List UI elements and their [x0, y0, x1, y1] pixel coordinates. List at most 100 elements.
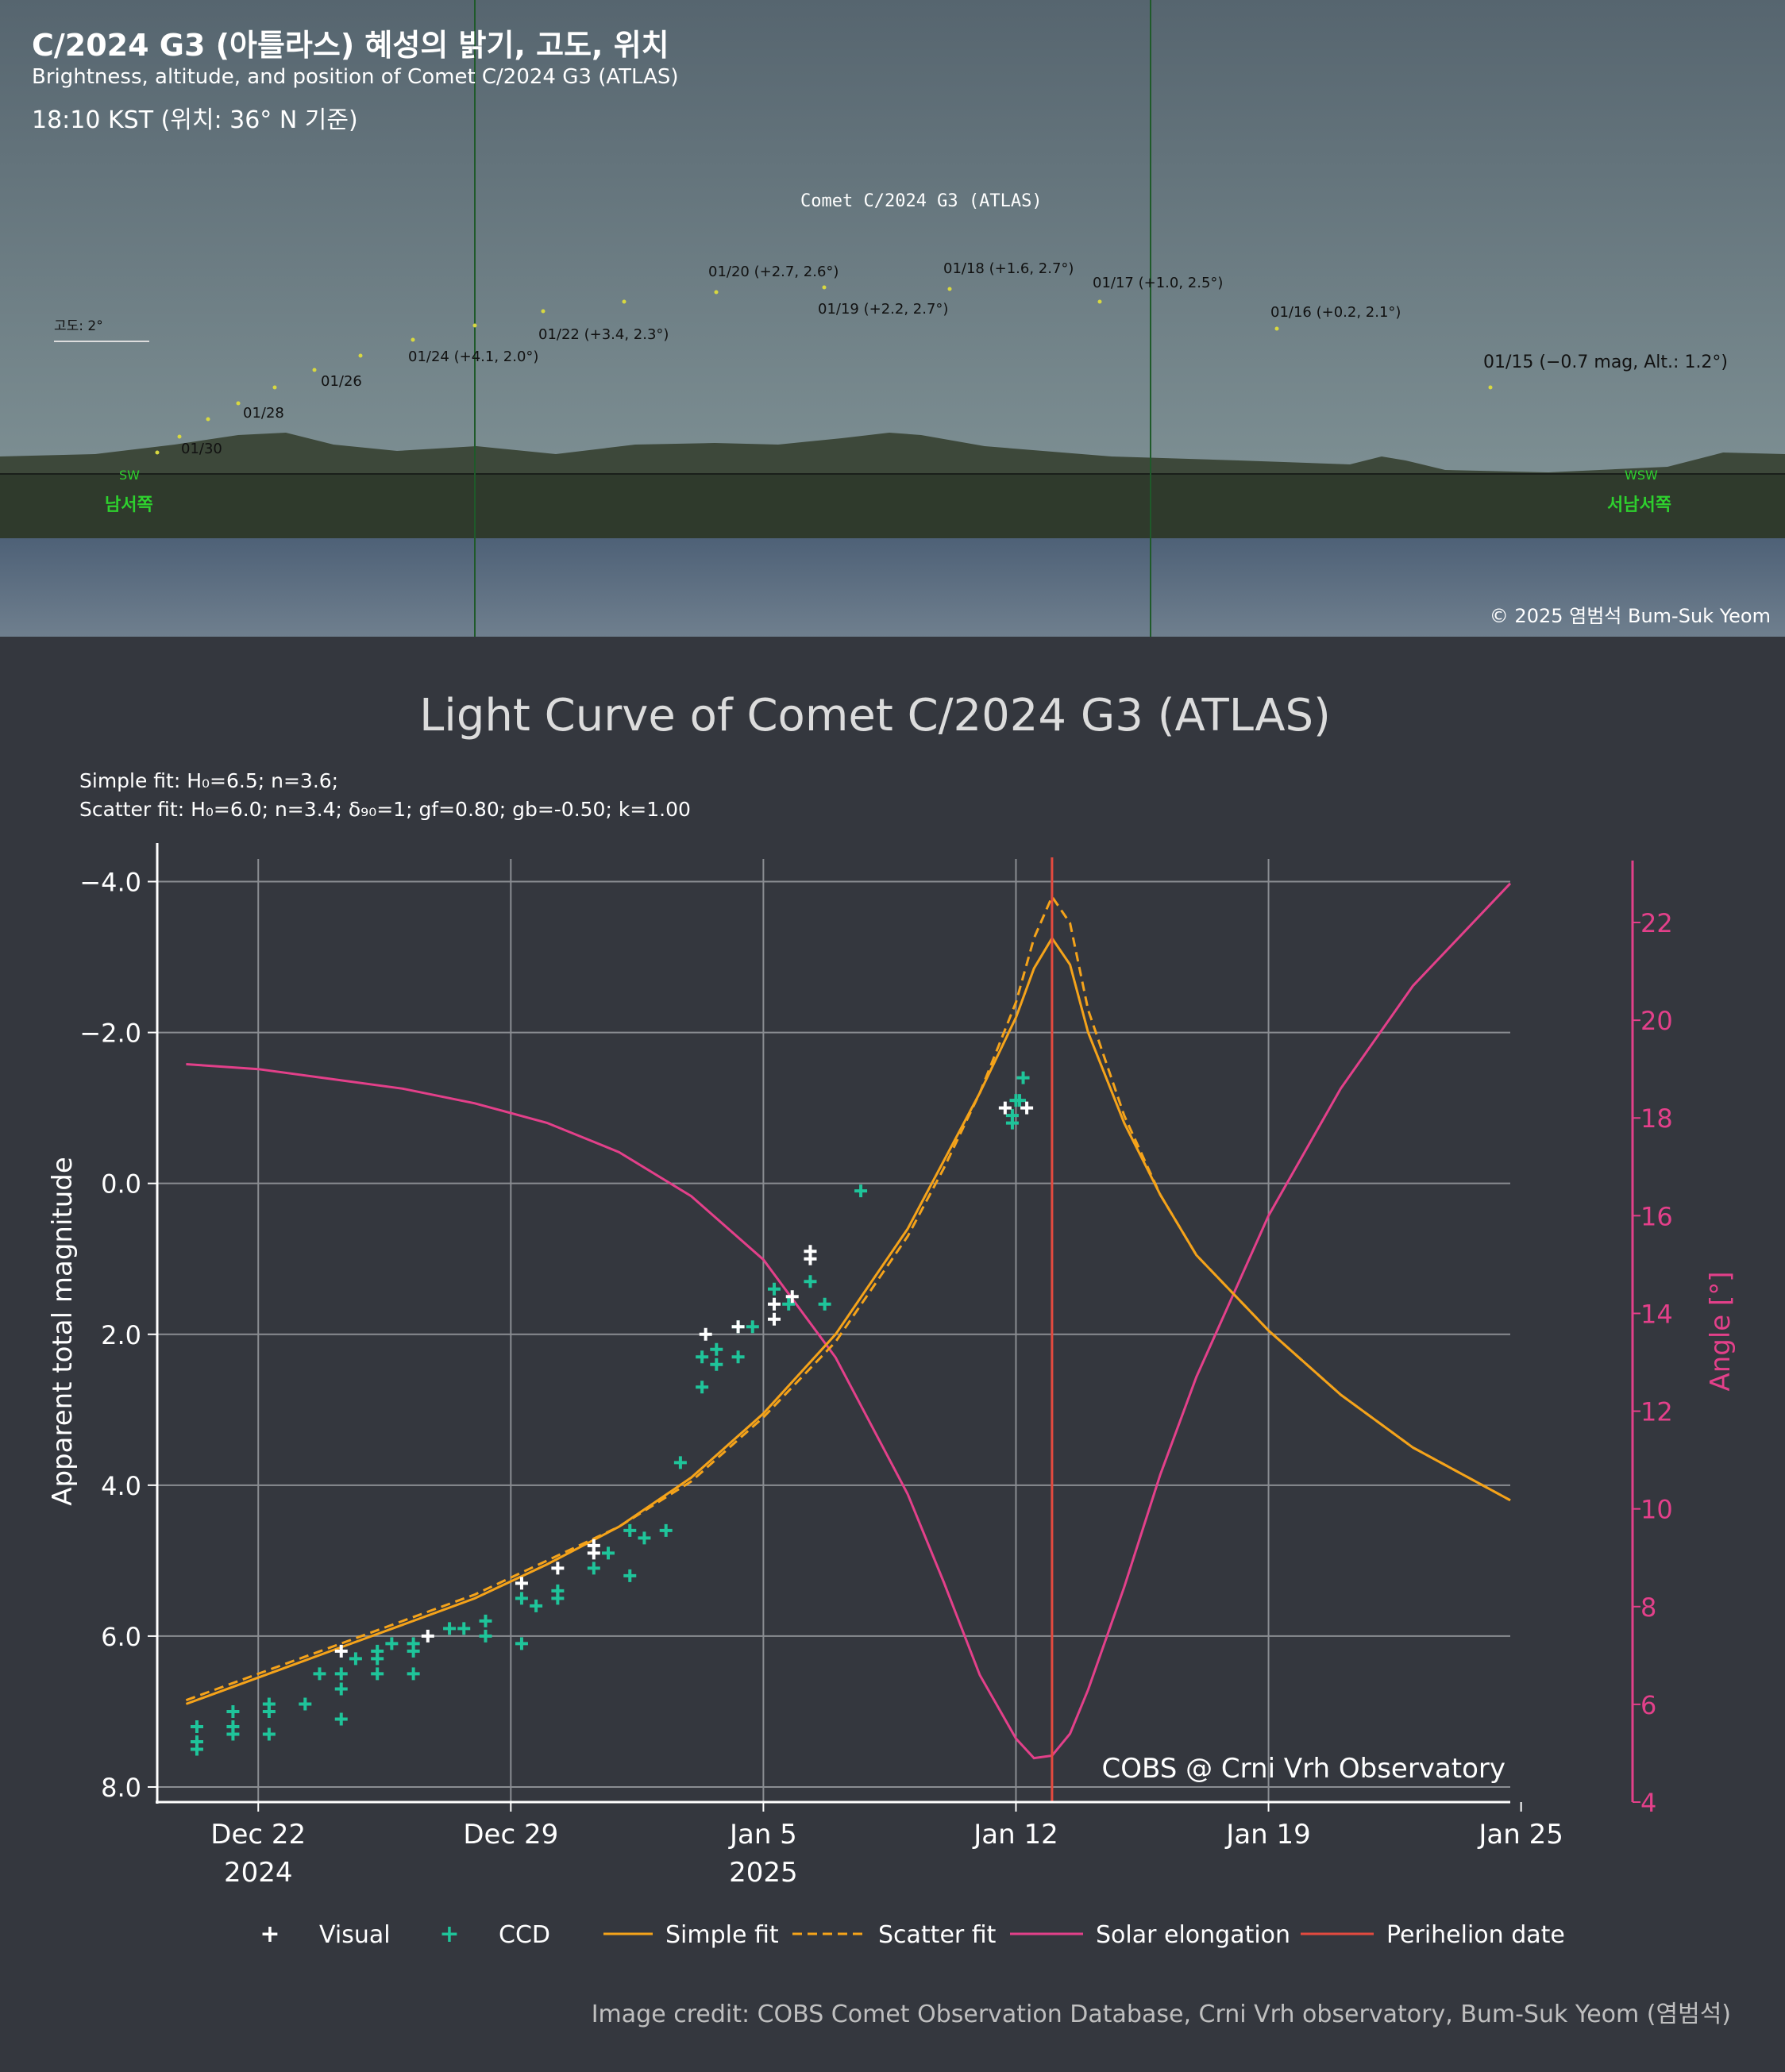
scatter-fit-line	[185, 894, 1511, 1702]
x-tick-year-label: 2024	[224, 1857, 293, 1889]
y2-tick-label: 8	[1640, 1593, 1656, 1623]
ccd-point	[673, 1456, 687, 1469]
y2-tick-label: 14	[1640, 1299, 1673, 1329]
track-dot	[236, 401, 241, 406]
track-dot	[1097, 299, 1102, 304]
sky-panel: 고도: 2° Comet C/2024 G3 (ATLAS) 01/15 (−0…	[0, 0, 1785, 637]
y2-tick-label: 10	[1640, 1495, 1673, 1525]
visual-point	[421, 1629, 434, 1643]
visual-point	[1020, 1101, 1034, 1115]
ccd-point	[710, 1342, 723, 1356]
x-tick-year-label: 2025	[729, 1857, 798, 1889]
direction-wsw-name: 서남서쪽	[1607, 495, 1671, 515]
light-curve-chart: Light Curve of Comet C/2024 G3 (ATLAS) S…	[47, 690, 1737, 2028]
y2-axis-label: Angle [°]	[1705, 1271, 1737, 1391]
ccd-point	[334, 1682, 348, 1696]
ccd-point	[262, 1727, 276, 1741]
ccd-point	[1013, 1094, 1027, 1107]
fit-note-scatter: Scatter fit: H₀=6.0; n=3.4; δ₉₀=1; gf=0.…	[79, 798, 691, 821]
visual-point	[699, 1327, 712, 1341]
sky-title-english: Brightness, altitude, and position of Co…	[32, 65, 679, 89]
comet-name-label: Comet C/2024 G3 (ATLAS)	[800, 191, 1043, 211]
solar-elongation-line	[186, 882, 1512, 1760]
sky-scene: 고도: 2° Comet C/2024 G3 (ATLAS) 01/15 (−0…	[0, 0, 1785, 637]
y2-tick-label: 18	[1640, 1103, 1673, 1134]
track-dot	[714, 290, 719, 295]
lake	[0, 538, 1785, 637]
direction-sw-name: 남서쪽	[105, 495, 153, 515]
legend-label-scatter-fit: Scatter fit	[878, 1921, 997, 1949]
track-dot	[622, 299, 626, 304]
ccd-point	[530, 1599, 543, 1612]
y-tick-label: 4.0	[101, 1471, 141, 1501]
ccd-point	[262, 1704, 276, 1718]
y2-tick-label: 20	[1640, 1006, 1673, 1036]
y-tick-label: 8.0	[101, 1773, 141, 1803]
date-label-0128: 01/28	[243, 405, 284, 422]
track-dot	[1488, 385, 1493, 390]
legend-label-visual: Visual	[319, 1921, 391, 1949]
y-tick-label: 0.0	[101, 1169, 141, 1200]
track-dot	[358, 353, 363, 358]
axes: −4.0 −2.0 0.0 2.0 4.0 6.0 8.0 4 6 8 10 12 14 16 18 20 22…	[79, 843, 1673, 1889]
chart-title: Light Curve of Comet C/2024 G3 (ATLAS)	[419, 690, 1331, 741]
x-tick-label: Jan 19	[1224, 1819, 1310, 1851]
date-label-0116: 01/16 (+0.2, 2.1°)	[1270, 304, 1401, 321]
ccd-point	[1005, 1109, 1019, 1123]
track-dot	[1274, 326, 1279, 331]
ccd-point	[696, 1381, 709, 1394]
solar-elongation-series	[186, 882, 1512, 1760]
altitude-scale-label: 고도: 2°	[54, 318, 103, 334]
legend-label-simple-fit: Simple fit	[665, 1921, 779, 1949]
track-dot	[822, 285, 827, 290]
ccd-point	[334, 1667, 348, 1681]
ccd-point	[818, 1297, 831, 1311]
visual-point	[804, 1252, 817, 1265]
y-tick-label: 2.0	[101, 1320, 141, 1350]
date-label-0124: 01/24 (+4.1, 2.0°)	[408, 349, 538, 365]
y2-tick-label: 6	[1640, 1690, 1656, 1720]
ccd-point	[313, 1667, 326, 1681]
ccd-point	[190, 1720, 203, 1733]
visual-point	[768, 1312, 781, 1326]
visual-point	[998, 1101, 1012, 1115]
ccd-point	[854, 1184, 868, 1198]
track-dot	[272, 385, 277, 390]
y-tick-label: −2.0	[79, 1019, 141, 1049]
y-tick-label: 6.0	[101, 1622, 141, 1652]
ccd-point	[443, 1622, 457, 1635]
ccd-point	[587, 1562, 600, 1575]
simple-fit-line	[185, 936, 1511, 1705]
visual-point	[551, 1562, 565, 1575]
track-dot	[541, 309, 546, 314]
visual-point	[731, 1320, 745, 1334]
ccd-point	[731, 1350, 745, 1364]
visual-point	[785, 1290, 799, 1304]
y2-tick-label: 22	[1640, 908, 1673, 938]
ccd-point	[479, 1614, 492, 1627]
date-label-0119: 01/19 (+2.2, 2.7°)	[818, 301, 948, 318]
date-label-0122: 01/22 (+3.4, 2.3°)	[538, 326, 669, 343]
ccd-point	[623, 1569, 637, 1582]
y2-tick-label: 16	[1640, 1201, 1673, 1231]
legend-label-solar-elongation: Solar elongation	[1096, 1921, 1290, 1949]
date-label-0117: 01/17 (+1.0, 2.5°)	[1093, 275, 1223, 291]
y-axis-label: Apparent total magnitude	[47, 1157, 79, 1506]
ccd-point	[1016, 1071, 1030, 1084]
ccd-point	[638, 1531, 651, 1545]
sky-time-note: 18:10 KST (위치: 36° N 기준)	[32, 106, 358, 134]
track-dot	[206, 417, 210, 422]
ccd-point	[746, 1320, 759, 1334]
ccd-point	[226, 1727, 240, 1741]
ccd-point	[371, 1667, 384, 1681]
visual-point	[587, 1546, 600, 1560]
x-tick-label: Jan 5	[728, 1819, 797, 1851]
ccd-point	[515, 1637, 528, 1650]
fit-series	[185, 857, 1511, 1802]
track-dot	[947, 287, 952, 291]
ccd-point	[782, 1297, 796, 1311]
ccd-point	[515, 1592, 528, 1605]
track-dot	[472, 323, 477, 328]
legend-marker-ccd: +	[439, 1920, 459, 1948]
ccd-point	[385, 1637, 399, 1650]
